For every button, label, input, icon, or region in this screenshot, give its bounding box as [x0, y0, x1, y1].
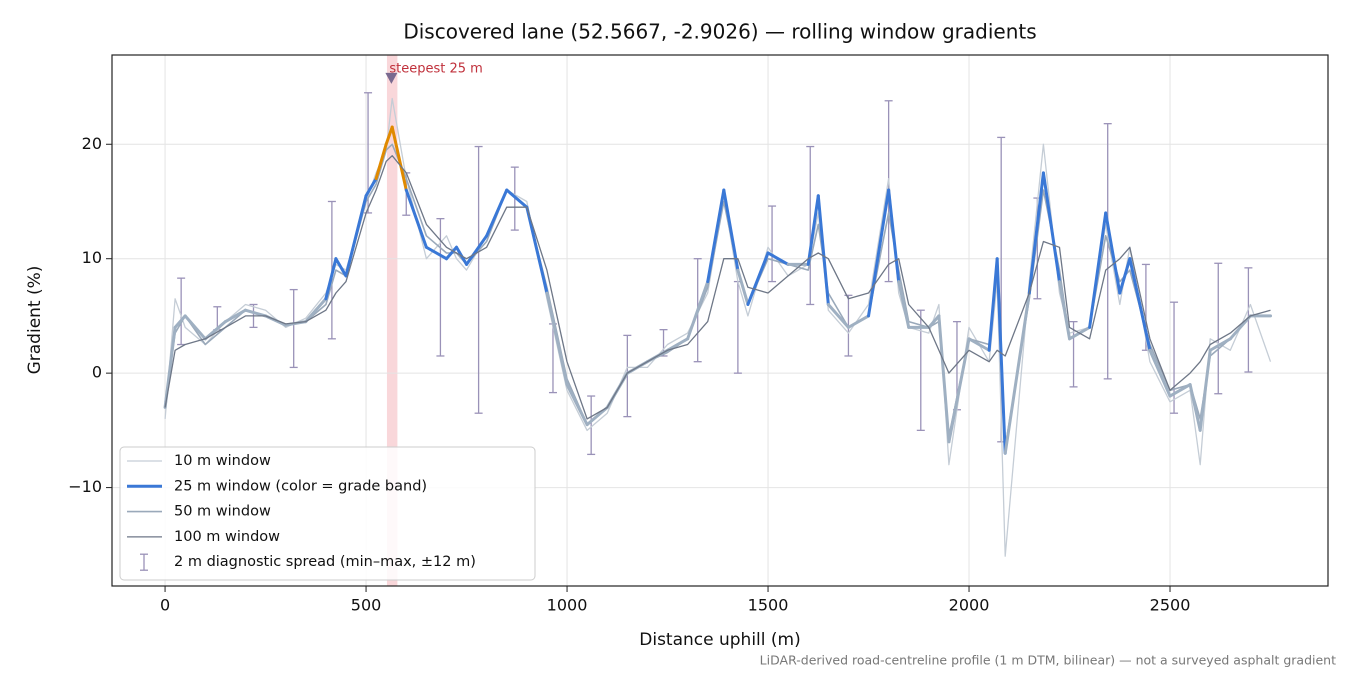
line-segment	[384, 125, 394, 146]
line-segment	[163, 325, 177, 409]
line-segment	[173, 314, 187, 329]
line-segment	[995, 257, 1007, 455]
line-segment	[1104, 211, 1122, 295]
line-segment	[686, 280, 710, 341]
line-segment	[223, 308, 247, 324]
footnote: LiDAR-derived road-centreline profile (1…	[760, 653, 1336, 668]
line-segment	[183, 314, 207, 341]
line-segment	[505, 188, 529, 209]
line-segment	[1208, 337, 1232, 352]
line-segment	[1228, 314, 1252, 341]
line-segment	[897, 280, 911, 329]
legend-box	[119, 446, 536, 581]
line-segment	[364, 177, 378, 198]
plot-frame	[111, 54, 1329, 587]
y-tick-label: −10	[68, 477, 102, 496]
line-segment	[390, 125, 408, 192]
legend-label: 25 m window (color = grade band)	[174, 478, 427, 494]
line-segment	[444, 245, 458, 261]
line-segment	[887, 188, 901, 284]
line-segment	[706, 188, 726, 284]
annotation-marker	[385, 72, 398, 84]
line-segment	[746, 251, 770, 306]
chart-title: Discovered lane (52.5667, -2.9026) — rol…	[403, 20, 1036, 44]
y-axis-label: Gradient (%)	[25, 266, 45, 375]
line-segment	[1118, 257, 1132, 295]
line	[164, 155, 1271, 420]
x-tick-label: 0	[160, 596, 170, 615]
line-segment	[1088, 211, 1108, 329]
x-tick-label: 1000	[547, 596, 588, 615]
annotation-text: steepest 25 m	[389, 61, 482, 76]
line-segment	[1041, 171, 1061, 284]
line-segment	[947, 337, 971, 444]
line-segment	[967, 337, 991, 352]
line-segment	[465, 234, 489, 266]
line-segment	[324, 257, 338, 301]
line-segment	[374, 142, 388, 181]
line-segment	[1188, 383, 1202, 432]
line-segment	[243, 308, 268, 318]
legend: 10 m window 25 m window (color = grade ba…	[119, 446, 536, 581]
line-segment	[1128, 257, 1152, 352]
line-segment	[1003, 291, 1031, 455]
line-segment	[1198, 348, 1212, 432]
line-segment	[937, 314, 951, 444]
line-segment	[816, 194, 830, 306]
line-segment	[525, 205, 549, 295]
line-segment	[826, 302, 850, 329]
line-segment	[203, 320, 227, 341]
line-segment	[722, 188, 740, 272]
line	[164, 143, 1271, 449]
line-segment	[485, 188, 509, 238]
legend-label: 10 m window	[174, 453, 271, 469]
line-segment	[806, 194, 820, 266]
line-segment	[927, 314, 941, 329]
line-segment	[736, 268, 750, 306]
x-tick-label: 1500	[748, 596, 789, 615]
y-tick-label: 10	[82, 248, 102, 267]
line-segment	[666, 337, 690, 352]
line-segment	[766, 251, 790, 266]
line-segment	[1027, 171, 1045, 295]
line-segment	[334, 257, 348, 278]
x-tick-label: 2000	[949, 596, 990, 615]
line-segment	[846, 314, 871, 329]
y-tick-label: 0	[92, 363, 102, 382]
line-segment	[987, 257, 999, 352]
line-segment	[867, 188, 891, 318]
line-segment	[565, 383, 589, 427]
x-tick-label: 2500	[1150, 596, 1191, 615]
highlight-band	[386, 55, 398, 586]
line-segment	[545, 291, 569, 387]
line-segment	[344, 194, 368, 278]
line-segment	[304, 297, 328, 324]
x-axis-label: Distance uphill (m)	[639, 630, 800, 650]
line-segment	[424, 245, 448, 261]
legend-label: 50 m window	[174, 504, 271, 520]
legend-label: 100 m window	[174, 529, 280, 545]
line-segment	[585, 405, 609, 427]
legend-label: 2 m diagnostic spread (min–max, ±12 m)	[174, 554, 476, 570]
y-tick-label: 20	[82, 134, 102, 153]
line-segment	[1168, 383, 1192, 398]
line-segment	[404, 188, 428, 249]
x-tick-label: 500	[351, 596, 382, 615]
line-segment	[1148, 348, 1172, 398]
line-segment	[1057, 280, 1072, 341]
